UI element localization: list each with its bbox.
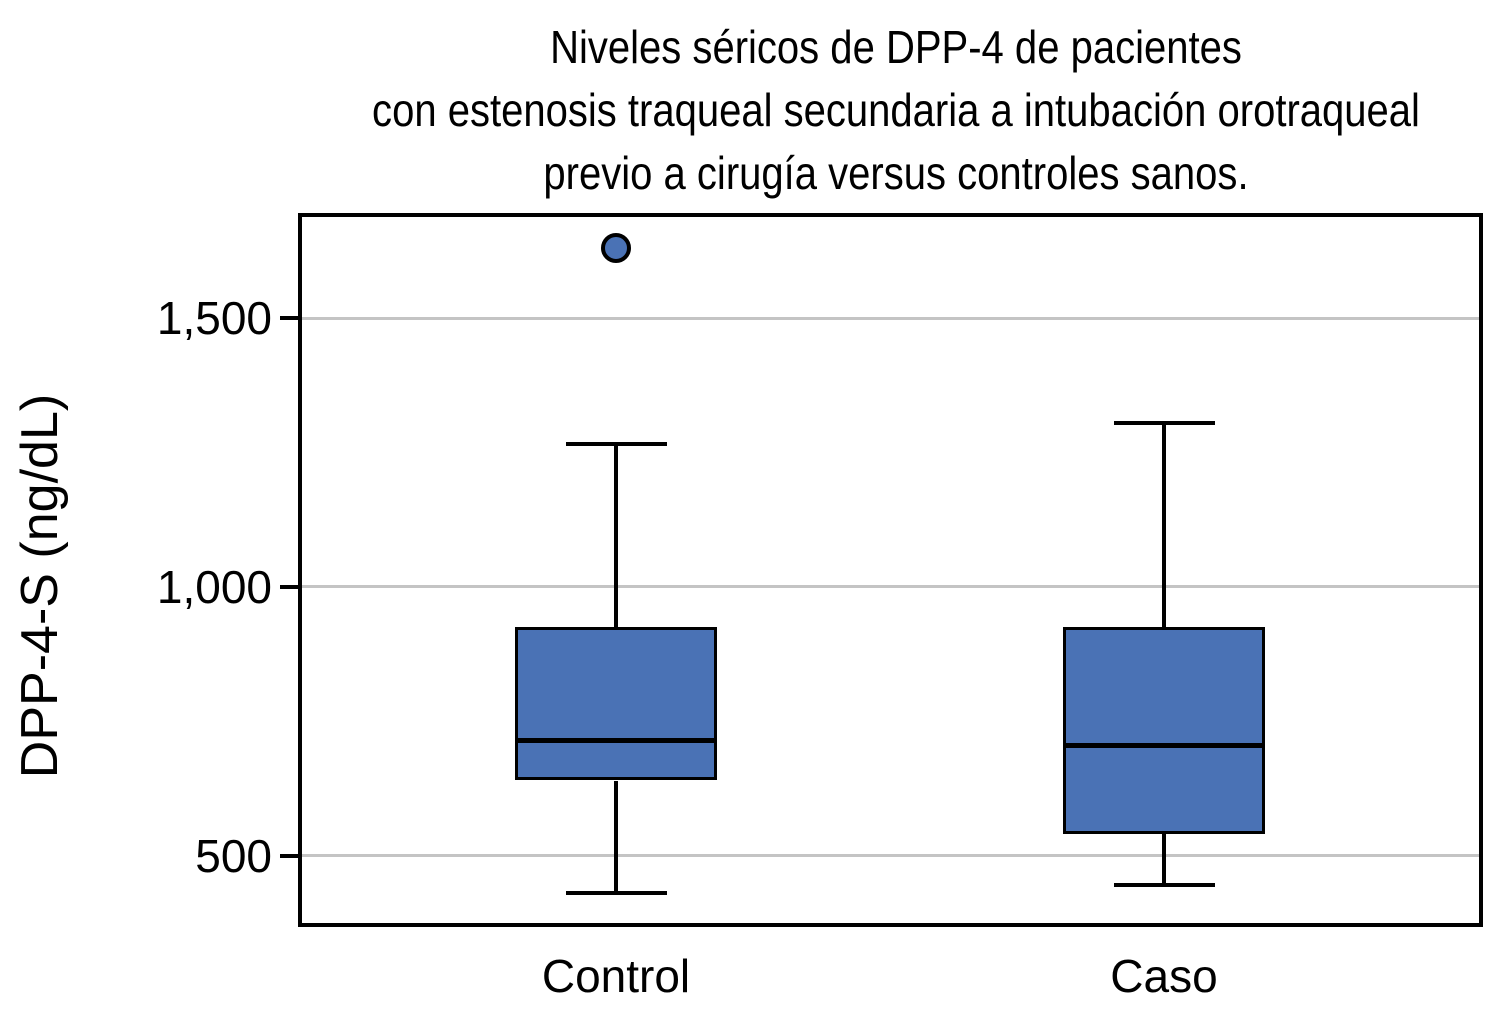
chart-title-line-2: con estenosis traqueal secundaria a intu…	[372, 84, 1420, 136]
outlier-control-0	[601, 233, 631, 264]
y-tick-label-500: 500	[195, 829, 272, 882]
upper-whisker-cap-caso	[1113, 420, 1215, 425]
y-tick-mark-1500	[280, 316, 298, 321]
lower-whisker-cap-control	[565, 891, 667, 896]
chart-title-line-1: Niveles séricos de DPP-4 de pacientes	[550, 21, 1242, 73]
box-caso	[1063, 627, 1265, 835]
y-tick-label-1000: 1,000	[156, 560, 272, 613]
median-line-control	[515, 737, 717, 743]
upper-whisker-cap-control	[565, 442, 667, 447]
gridline-500	[302, 854, 1479, 858]
chart-title: Niveles séricos de DPP-4 de pacientes co…	[372, 16, 1420, 205]
x-tick-label-caso: Caso	[1110, 950, 1218, 1002]
upper-whisker-caso	[1162, 422, 1166, 628]
lower-whisker-cap-caso	[1113, 883, 1215, 888]
gridline-1500	[302, 316, 1479, 320]
lower-whisker-caso	[1162, 834, 1166, 886]
median-line-caso	[1063, 743, 1265, 749]
chart-title-line-3: previo a cirugía versus controles sanos.	[543, 147, 1249, 199]
box-control	[515, 627, 717, 781]
y-tick-mark-500	[280, 853, 298, 858]
upper-whisker-control	[614, 444, 618, 628]
y-tick-mark-1000	[280, 584, 298, 589]
y-tick-label-1500: 1,500	[156, 292, 272, 345]
lower-whisker-control	[614, 780, 618, 894]
gridline-1000	[302, 585, 1479, 589]
plot-area	[280, 213, 1483, 927]
x-tick-label-control: Control	[541, 950, 691, 1002]
